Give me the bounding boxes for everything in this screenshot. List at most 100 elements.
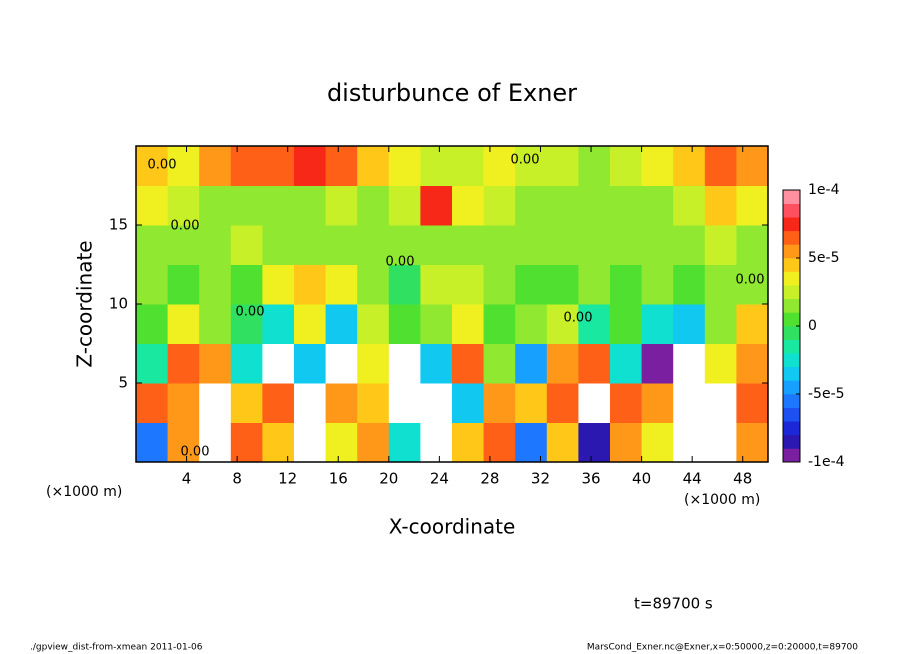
field-cell (641, 422, 674, 463)
field-cell (704, 383, 737, 423)
field-cell (357, 304, 390, 344)
colorbar-band (783, 394, 800, 408)
field-cell (136, 185, 169, 226)
field-cell (515, 264, 548, 305)
field-cell (736, 225, 769, 265)
field-cell (294, 343, 327, 384)
colorbar-band (783, 271, 800, 286)
field-cell (388, 422, 421, 463)
colorbar-tick-label: 1e-4 (808, 182, 840, 198)
field-cell (641, 225, 674, 265)
field-cell (483, 383, 516, 423)
field-cell (230, 422, 263, 463)
field-cell (199, 304, 232, 344)
field-cell (357, 185, 390, 226)
colorbar-band (783, 298, 800, 313)
colorbar-band (783, 434, 800, 449)
field-cell (294, 225, 327, 265)
field-cell (452, 383, 485, 423)
field-cell (388, 264, 421, 305)
field-cell (673, 343, 706, 384)
field-cell (262, 422, 295, 463)
field-cell (736, 304, 769, 344)
field-cell (230, 185, 263, 226)
field-cell (704, 185, 737, 226)
field-cell (262, 304, 295, 344)
field-cell (610, 185, 643, 226)
field-cell (515, 146, 548, 186)
field-cell (167, 185, 200, 226)
field-cell (673, 422, 706, 463)
field-cell (546, 185, 579, 226)
x-tick-label: 4 (182, 470, 192, 488)
field-cell (546, 225, 579, 265)
field-cell (199, 383, 232, 423)
x-tick-label: 44 (683, 470, 702, 488)
colorbar-band (783, 339, 800, 354)
field-cell (420, 264, 453, 305)
field-cell (578, 343, 611, 384)
field-cell (515, 422, 548, 463)
field-cell (546, 146, 579, 186)
field-cell (546, 383, 579, 423)
field-cell (420, 146, 453, 186)
field-cell (199, 343, 232, 384)
field-cell (357, 264, 390, 305)
field-cell (483, 264, 516, 305)
field-cell (325, 304, 358, 344)
field-cell (610, 264, 643, 305)
field-cell (515, 383, 548, 423)
field-cell (262, 264, 295, 305)
field-cell (262, 225, 295, 265)
contour-label: 0.00 (386, 255, 415, 270)
contour-label: 0.00 (171, 219, 200, 234)
colorbar-band (783, 203, 800, 218)
field-cell (262, 185, 295, 226)
field-cell (199, 422, 232, 463)
field-cell (483, 225, 516, 265)
field-cell (515, 304, 548, 344)
field-cell (704, 343, 737, 384)
field-cell (230, 225, 263, 265)
field-cell (262, 343, 295, 384)
field-cell (357, 225, 390, 265)
y-tick-label: 15 (109, 216, 128, 234)
field-cell (420, 185, 453, 226)
field-cell (704, 422, 737, 463)
time-label: t=89700 s (634, 595, 713, 613)
field-cell (167, 422, 200, 463)
contour-label: 0.00 (181, 445, 210, 460)
y-tick-label: 10 (109, 295, 128, 313)
field-cell (452, 422, 485, 463)
field-cell (357, 383, 390, 423)
colorbar-tick-label: 0 (808, 318, 817, 334)
field-cell (641, 264, 674, 305)
field-cell (641, 383, 674, 423)
field-cell (736, 383, 769, 423)
field-cell (294, 383, 327, 423)
x-tick-label: 40 (632, 470, 651, 488)
field-cell (325, 343, 358, 384)
field-cell (704, 304, 737, 344)
field-cell (610, 225, 643, 265)
field-cell (388, 185, 421, 226)
field-cell (610, 146, 643, 186)
field-cell (325, 264, 358, 305)
x-axis-label: X-coordinate (389, 515, 516, 539)
field-cell (294, 146, 327, 186)
field-cell (515, 343, 548, 384)
field-cell (452, 225, 485, 265)
colorbar-tick-label: 5e-5 (808, 250, 839, 266)
field-cell (136, 304, 169, 344)
colorbar-band (783, 190, 800, 204)
field-cell (641, 343, 674, 384)
y-axis-label: Z-coordinate (73, 240, 97, 367)
field-cell (420, 383, 453, 423)
field-cell (546, 264, 579, 305)
field-cell (515, 225, 548, 265)
contour-label: 0.00 (148, 158, 177, 173)
field-cell (420, 422, 453, 463)
field-cell (199, 264, 232, 305)
field-cell (136, 264, 169, 305)
field-cell (420, 343, 453, 384)
